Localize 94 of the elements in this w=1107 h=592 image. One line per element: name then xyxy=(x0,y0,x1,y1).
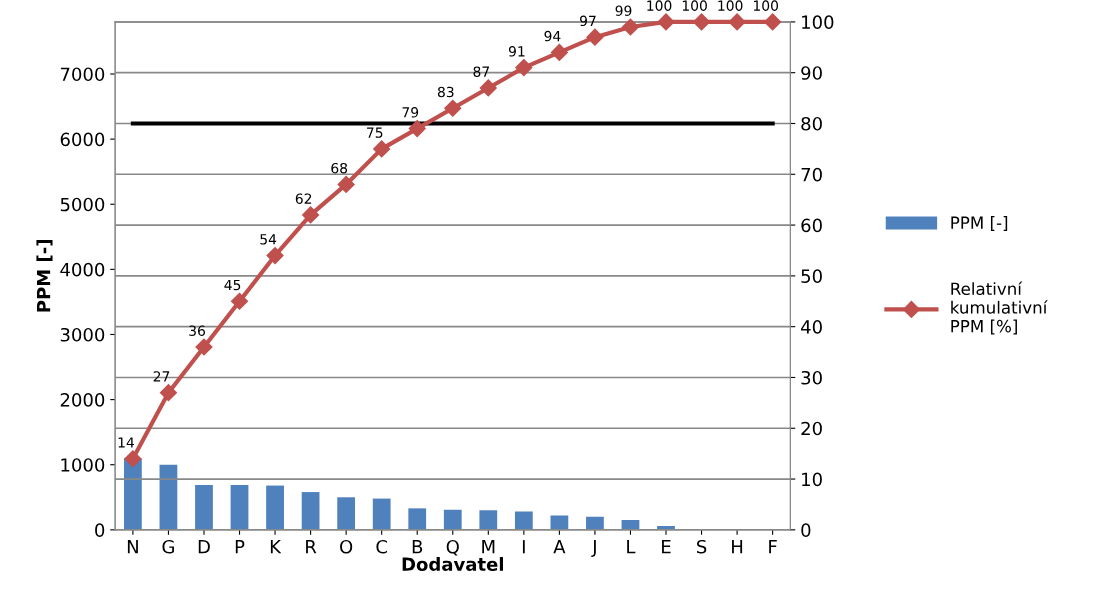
y-axis-title: PPM [-] xyxy=(36,240,53,312)
y-tick-label: 1000 xyxy=(61,458,105,472)
data-label: 75 xyxy=(367,127,383,138)
y2-tick-label: 70 xyxy=(801,167,822,182)
data-label: 100 xyxy=(718,0,743,11)
y-tick-label: 0 xyxy=(95,523,105,537)
data-label: 100 xyxy=(753,0,779,11)
x-axis-title: Dodavatel xyxy=(402,557,503,572)
bar xyxy=(301,492,320,530)
data-label: 62 xyxy=(295,193,312,204)
bar xyxy=(479,510,498,530)
point xyxy=(302,206,320,224)
y-tick-label: 6000 xyxy=(60,132,105,147)
bar xyxy=(159,464,178,530)
bar xyxy=(230,484,249,530)
x-tick-label: K xyxy=(270,540,282,554)
data-label: 54 xyxy=(260,234,277,245)
data-label: 45 xyxy=(224,279,241,291)
data-label: 79 xyxy=(402,107,419,118)
bar xyxy=(195,484,213,530)
point xyxy=(692,13,711,31)
y2-tick-label: 20 xyxy=(801,421,822,436)
x-tick-label: J xyxy=(591,540,596,557)
y-tick-label: 4000 xyxy=(60,262,105,277)
y-tick-label: 5000 xyxy=(60,197,105,212)
y-tick-label: 2000 xyxy=(60,393,105,407)
legend-label: Relativní kumulativní PPM [%] xyxy=(951,281,1048,335)
y2-tick-label: 50 xyxy=(801,269,822,283)
bar xyxy=(124,458,142,530)
data-label: 27 xyxy=(153,371,170,382)
point xyxy=(444,99,462,117)
bar xyxy=(408,508,427,530)
point xyxy=(408,120,426,138)
data-label: 14 xyxy=(118,437,135,448)
bar xyxy=(514,511,533,530)
bar xyxy=(266,485,284,530)
y2-tick-label: 90 xyxy=(801,66,822,80)
point xyxy=(515,59,533,77)
x-tick-label: E xyxy=(662,540,671,554)
y2-tick-label: 30 xyxy=(801,370,822,385)
y-tick-label: 7000 xyxy=(60,67,105,82)
bar xyxy=(586,516,604,530)
x-tick-label: P xyxy=(235,540,245,554)
y2-tick-label: 10 xyxy=(802,472,822,487)
data-label: 83 xyxy=(437,86,454,98)
x-tick-label: Q xyxy=(446,539,459,556)
point xyxy=(124,450,142,468)
point xyxy=(586,28,604,46)
data-label: 87 xyxy=(473,66,490,77)
bar xyxy=(443,509,462,530)
point xyxy=(657,13,675,31)
point xyxy=(728,13,746,31)
data-label: 99 xyxy=(615,5,632,16)
y2-tick-label: 80 xyxy=(801,116,822,131)
legend-label: PPM [-] xyxy=(951,216,1008,231)
x-tick-label: G xyxy=(162,539,174,554)
x-tick-label: L xyxy=(627,540,636,554)
bar xyxy=(550,515,569,530)
x-tick-label: B xyxy=(412,540,423,554)
x-tick-label: F xyxy=(769,540,777,554)
x-tick-label: M xyxy=(482,540,495,554)
x-tick-label: H xyxy=(732,540,743,554)
bar xyxy=(372,498,391,530)
point xyxy=(266,247,284,265)
y2-tick-label: 0 xyxy=(801,523,811,537)
data-label: 97 xyxy=(580,15,596,27)
x-tick-label: R xyxy=(306,540,317,554)
x-tick-label: C xyxy=(376,539,388,554)
point xyxy=(159,384,177,402)
data-label: 100 xyxy=(682,0,707,11)
y2-tick-label: 40 xyxy=(801,320,822,334)
data-label: 100 xyxy=(647,0,672,11)
x-tick-label: O xyxy=(340,539,353,554)
y2-tick-label: 100 xyxy=(802,15,834,30)
y-tick-label: 3000 xyxy=(60,327,105,342)
point xyxy=(373,140,391,158)
data-label: 94 xyxy=(544,30,561,42)
point xyxy=(550,43,568,61)
y2-tick-label: 60 xyxy=(801,218,822,233)
point xyxy=(621,18,640,36)
data-label: 68 xyxy=(331,162,348,174)
point xyxy=(230,292,249,310)
bar xyxy=(337,497,356,530)
point xyxy=(479,79,497,97)
data-label: 91 xyxy=(508,46,525,57)
x-tick-label: A xyxy=(553,540,566,554)
point xyxy=(764,13,782,31)
x-tick-label: N xyxy=(127,540,138,554)
point xyxy=(195,338,213,356)
x-tick-label: D xyxy=(198,540,210,554)
x-tick-label: S xyxy=(697,539,707,554)
data-label: 36 xyxy=(189,325,205,336)
x-tick-label: I xyxy=(522,540,525,554)
point xyxy=(337,175,355,193)
